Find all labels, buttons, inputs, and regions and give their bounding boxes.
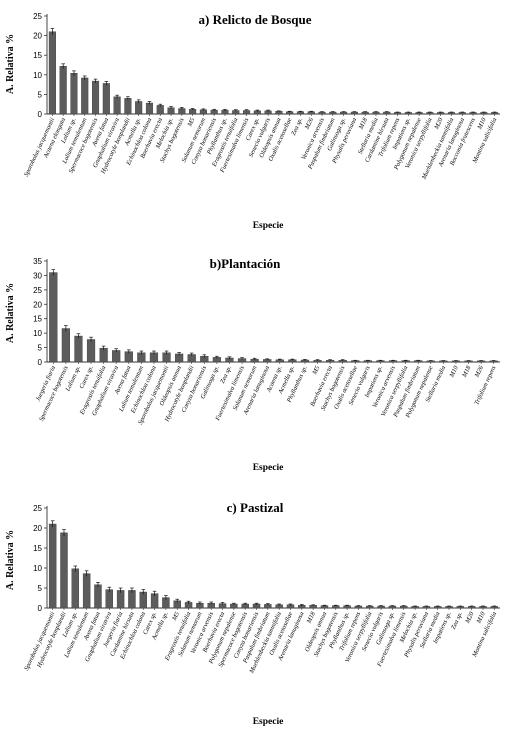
bar bbox=[48, 523, 57, 609]
bar bbox=[61, 328, 70, 363]
bar bbox=[91, 80, 100, 115]
y-tick-label: 25 bbox=[33, 504, 42, 513]
panel-relicto-de-bosque: a) Relicto de Bosque A. Relativa % Espec… bbox=[5, 12, 500, 231]
bar bbox=[94, 584, 102, 609]
y-tick-label: 5 bbox=[38, 344, 43, 353]
bar bbox=[275, 111, 283, 115]
bar bbox=[135, 101, 143, 115]
x-axis-label: Especie bbox=[253, 463, 284, 473]
bar bbox=[145, 102, 154, 115]
x-axis-label: Especie bbox=[253, 221, 284, 231]
bar bbox=[82, 573, 91, 609]
y-tick-label: 25 bbox=[33, 286, 42, 295]
bar bbox=[48, 31, 56, 115]
y-axis-label: A. Relativa % bbox=[5, 530, 16, 590]
bar bbox=[124, 98, 132, 115]
y-tick-label: 0 bbox=[38, 358, 43, 367]
x-tick-label: M5 bbox=[171, 611, 181, 623]
bar bbox=[60, 532, 68, 609]
y-axis-label: A. Relativa % bbox=[5, 34, 16, 94]
y-tick-label: 15 bbox=[33, 315, 42, 324]
x-tick-label: M5 bbox=[186, 117, 196, 129]
panel-pastizal: c) Pastizal A. Relativa % Especie 0 5 10 15… bbox=[5, 500, 500, 727]
y-tick-label: 5 bbox=[38, 584, 43, 593]
y-tick-label: 20 bbox=[33, 32, 42, 41]
bar bbox=[309, 605, 317, 609]
chart-title: a) Relicto de Bosque bbox=[198, 12, 311, 27]
y-tick-label: 0 bbox=[38, 604, 43, 613]
y-tick-label: 10 bbox=[33, 71, 42, 80]
bar bbox=[102, 83, 110, 115]
bar bbox=[74, 335, 83, 363]
x-tick-label: M20 bbox=[464, 610, 476, 625]
bar bbox=[86, 339, 96, 363]
y-tick-label: 5 bbox=[38, 90, 43, 99]
x-tick-label: M26 bbox=[473, 364, 485, 379]
x-tick-label: M5 bbox=[311, 365, 321, 377]
y-tick-label: 10 bbox=[33, 564, 42, 573]
chart-title: c) Pastizal bbox=[227, 500, 284, 515]
y-axis-label: A. Relativa % bbox=[5, 283, 16, 343]
x-tick-label: M10 bbox=[448, 364, 460, 379]
y-tick-label: 0 bbox=[38, 110, 43, 119]
x-axis-label: Especie bbox=[253, 717, 284, 727]
y-tick-label: 15 bbox=[33, 51, 42, 60]
bar bbox=[105, 589, 113, 609]
bar bbox=[49, 272, 58, 363]
y-tick-label: 35 bbox=[33, 257, 42, 266]
bar bbox=[156, 105, 164, 115]
bar bbox=[99, 347, 108, 363]
bar bbox=[113, 96, 121, 115]
bar bbox=[116, 590, 125, 609]
y-tick-label: 10 bbox=[33, 329, 42, 338]
y-tick-label: 25 bbox=[33, 12, 42, 21]
bar bbox=[71, 568, 80, 609]
bar bbox=[81, 77, 89, 115]
x-tick-label: M18 bbox=[461, 364, 473, 379]
y-tick-label: 30 bbox=[33, 271, 42, 280]
bar bbox=[59, 65, 67, 115]
bar bbox=[128, 590, 136, 609]
panel-plantacion: b)Plantación A. Relativa % Especie 0 5 10 1… bbox=[5, 256, 500, 473]
y-tick-label: 20 bbox=[33, 524, 42, 533]
chart-title: b)Plantación bbox=[210, 256, 282, 271]
y-tick-label: 15 bbox=[33, 544, 42, 553]
bar bbox=[70, 73, 78, 115]
y-tick-label: 20 bbox=[33, 300, 42, 309]
